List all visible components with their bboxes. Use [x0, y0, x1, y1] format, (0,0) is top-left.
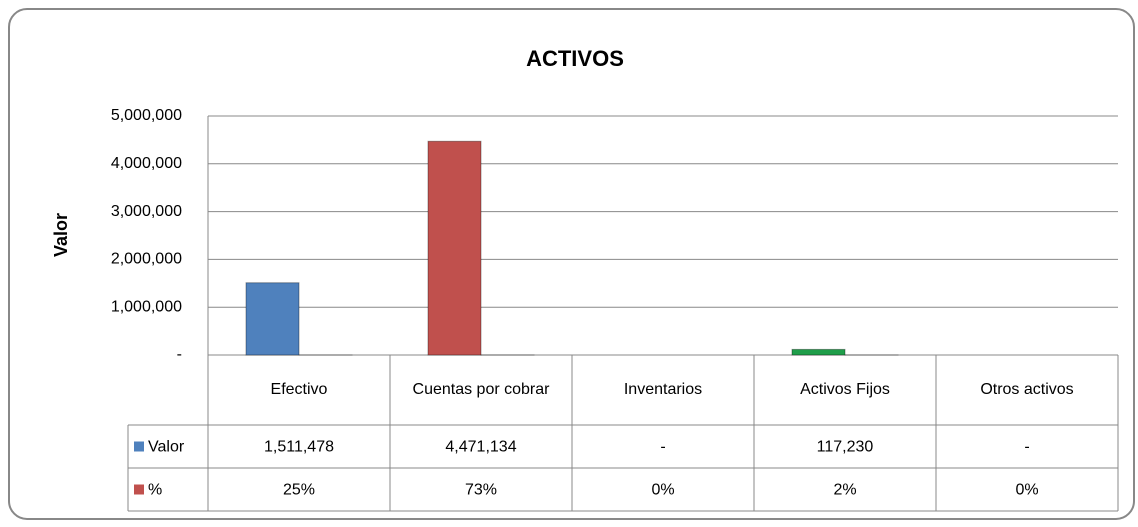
x-tick-label-box: Cuentas por cobrar	[412, 381, 550, 398]
x-tick-label: Otros activos	[980, 381, 1074, 398]
chart-title: ACTIVOS	[526, 46, 624, 71]
data-label: 1,511,478	[264, 439, 334, 456]
x-tick-label: Activos Fijos	[800, 381, 890, 398]
bar	[245, 282, 300, 356]
x-tick-label: Efectivo	[270, 381, 328, 398]
data-label: 25%	[283, 482, 315, 499]
x-tick-label-box: Efectivo	[270, 381, 328, 398]
data-label: 117,230	[817, 439, 874, 456]
data-label: 73%	[465, 482, 497, 499]
data-label: 0%	[651, 482, 674, 499]
x-tick-label-box: Activos Fijos	[800, 381, 890, 398]
y-tick-label: -	[177, 346, 182, 363]
y-tick-label: 4,000,000	[111, 155, 182, 172]
x-tick-label-box: Otros activos	[980, 381, 1074, 398]
x-tick-label: Cuentas por cobrar	[412, 381, 550, 398]
legend-label: Valor	[148, 439, 185, 456]
legend-label: %	[148, 482, 162, 499]
x-tick-label: Inventarios	[623, 381, 703, 398]
data-label: 0%	[1015, 482, 1038, 499]
y-tick-label: 3,000,000	[111, 203, 182, 220]
y-tick-label: 1,000,000	[111, 298, 182, 315]
legend-key	[134, 441, 144, 452]
bar	[427, 140, 482, 356]
y-tick-label: 2,000,000	[111, 251, 182, 268]
data-label: -	[1024, 439, 1029, 456]
y-axis-label: Valor	[51, 213, 71, 257]
x-tick-label-box: Inventarios	[623, 381, 703, 398]
data-label: -	[660, 439, 665, 456]
bar	[791, 348, 846, 356]
y-tick-label: 5,000,000	[111, 107, 182, 124]
chart-border	[8, 8, 1135, 520]
data-label: 4,471,134	[445, 439, 516, 456]
legend-key	[134, 484, 144, 495]
data-label: 2%	[833, 482, 856, 499]
